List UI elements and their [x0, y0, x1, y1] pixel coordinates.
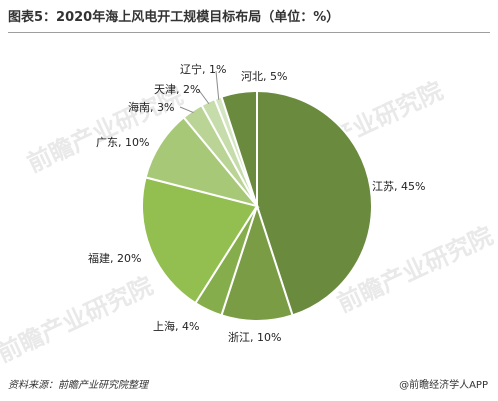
data-label-2: 浙江, 10%: [228, 331, 281, 344]
data-labels: 江苏, 45% 浙江, 10% 上海, 4% 福建, 20% 广东, 10% 海南, 3%…: [88, 62, 425, 344]
pie-chart: 江苏, 45% 浙江, 10% 上海, 4% 福建, 20% 广东, 10% 海南, 3%…: [88, 62, 425, 344]
leader-line-7: [197, 88, 210, 105]
data-label-8: 辽宁, 1%: [180, 62, 226, 76]
pie-slice-2: [220, 202, 294, 322]
leader-line-6: [179, 106, 194, 114]
brand-credit: @前瞻经济学人APP: [399, 380, 488, 391]
pie-slices: [141, 89, 373, 322]
data-label-5: 广东, 10%: [96, 136, 149, 149]
pie-slice-9: [220, 89, 258, 207]
data-label-3: 上海, 4%: [153, 319, 199, 333]
data-label-9: 河北, 5%: [241, 70, 287, 83]
data-label-6: 海南, 3%: [128, 100, 174, 114]
leader-line-8: [215, 70, 220, 100]
data-label-4: 福建, 20%: [88, 251, 141, 265]
pie-slice-5: [144, 115, 260, 208]
pie-slice-4: [141, 176, 259, 305]
source-note: 资料来源：前瞻产业研究院整理: [8, 380, 148, 391]
leader-lines: [179, 70, 220, 114]
title-divider: [8, 32, 490, 33]
data-label-1: 江苏, 45%: [372, 180, 425, 193]
pie-slice-1: [256, 89, 373, 317]
chart-title: 图表5：2020年海上风电开工规模目标布局（单位：%）: [8, 10, 340, 25]
data-label-7: 天津, 2%: [154, 83, 200, 96]
